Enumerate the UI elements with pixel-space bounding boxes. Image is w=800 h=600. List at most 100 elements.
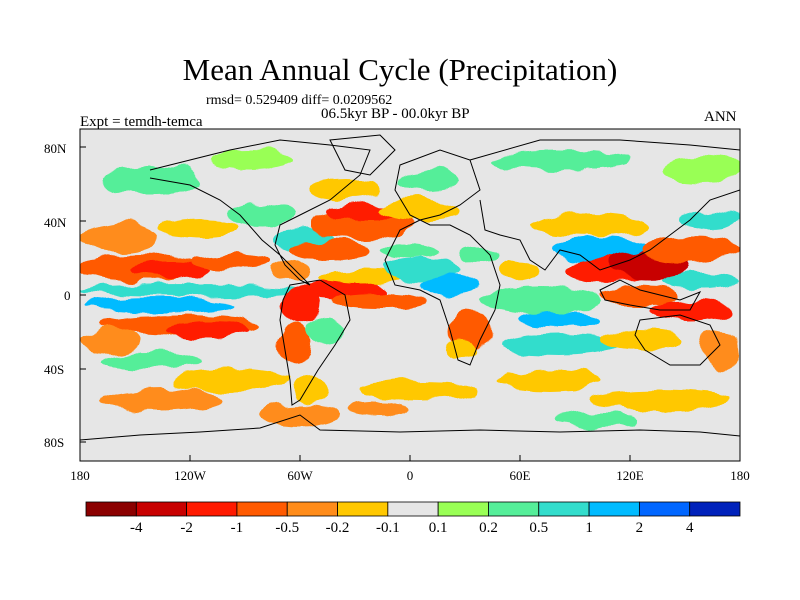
asia-coast bbox=[469, 139, 740, 271]
south-america-coast bbox=[279, 279, 351, 406]
colorbar-swatch bbox=[689, 501, 741, 517]
colorbar-tick-label: 0.2 bbox=[479, 520, 498, 536]
australia-coast bbox=[634, 314, 721, 366]
field-patch bbox=[500, 370, 600, 390]
field-patch bbox=[460, 247, 500, 263]
colorbar-tick-label: 0.1 bbox=[428, 520, 448, 536]
field-patch bbox=[100, 166, 200, 194]
stats-text: rmsd= 0.529409 diff= 0.0209562 bbox=[206, 93, 393, 108]
field-patch bbox=[330, 291, 430, 309]
colorbar-tick-label: 4 bbox=[685, 520, 694, 536]
greenland-coast bbox=[329, 134, 396, 176]
field-patch bbox=[480, 286, 600, 314]
lon-label-180e: 180 bbox=[730, 468, 750, 483]
field-patch bbox=[280, 287, 320, 323]
lon-label-0: 0 bbox=[406, 468, 414, 483]
colorbar-swatch bbox=[286, 501, 338, 517]
colorbar-swatch bbox=[437, 501, 489, 517]
colorbar-swatch bbox=[135, 501, 188, 517]
field-patch bbox=[600, 330, 680, 350]
field-patch bbox=[160, 218, 240, 238]
field-patch bbox=[700, 330, 740, 370]
colorbar-swatch bbox=[538, 501, 590, 517]
field-patch bbox=[170, 368, 290, 392]
field-patch bbox=[590, 390, 730, 410]
field-patch bbox=[500, 260, 540, 280]
field-patch bbox=[230, 203, 290, 227]
field-patch bbox=[80, 328, 140, 352]
field-patch bbox=[420, 275, 480, 295]
field-patch bbox=[660, 272, 740, 288]
colorbar bbox=[85, 501, 741, 517]
field-patch bbox=[307, 316, 343, 344]
field-patch bbox=[380, 198, 460, 222]
colorbar-swatch bbox=[337, 501, 389, 517]
axis-ticks bbox=[79, 146, 741, 461]
field-patch bbox=[360, 380, 480, 400]
maritime-continent-coast bbox=[599, 279, 702, 311]
field-patch bbox=[660, 158, 740, 182]
field-patch bbox=[279, 323, 311, 367]
field-patch bbox=[80, 284, 300, 296]
colorbar-tick-label: -0.2 bbox=[325, 520, 350, 536]
lon-label-120e: 120E bbox=[616, 468, 644, 483]
field-patch bbox=[310, 180, 380, 200]
north-america-coast bbox=[149, 139, 371, 286]
colorbar-swatch bbox=[588, 501, 640, 517]
field-patch bbox=[600, 285, 680, 305]
colorbar-tick-label: -0.1 bbox=[375, 520, 400, 536]
colorbar-swatch bbox=[85, 501, 137, 517]
colorbar-tick-label: -1 bbox=[230, 520, 244, 536]
field-patch bbox=[100, 388, 220, 412]
lat-label-equator: 0 bbox=[64, 288, 71, 303]
period-text: 06.5kyr BP - 00.0kyr BP bbox=[321, 106, 470, 122]
precipitation-field bbox=[80, 150, 740, 428]
field-patch bbox=[520, 312, 600, 328]
field-patch bbox=[490, 150, 630, 170]
experiment-label: Expt = temdh-temca bbox=[80, 114, 203, 130]
field-patch bbox=[80, 224, 160, 252]
field-patch bbox=[350, 402, 410, 418]
field-patch bbox=[320, 272, 400, 284]
colorbar-swatch bbox=[186, 501, 238, 517]
field-patch bbox=[680, 210, 740, 230]
lat-label-40s: 40S bbox=[44, 362, 65, 377]
colorbar-tick-label: -4 bbox=[130, 520, 143, 536]
colorbar-tick-label: -2 bbox=[180, 520, 193, 536]
field-patch bbox=[292, 378, 328, 402]
colorbar-tick-label: 1 bbox=[585, 520, 593, 536]
field-patch bbox=[100, 351, 200, 369]
coastlines bbox=[80, 134, 740, 441]
field-patch bbox=[170, 322, 250, 338]
lon-label-120w: 120W bbox=[174, 468, 206, 483]
lat-label-80s: 80S bbox=[44, 435, 65, 450]
field-patch bbox=[190, 254, 270, 270]
field-patch bbox=[400, 170, 460, 190]
colorbar-swatch bbox=[638, 501, 691, 517]
season-label: ANN bbox=[704, 109, 737, 125]
colorbar-swatch bbox=[488, 501, 540, 517]
antarctica-coast bbox=[80, 414, 740, 441]
field-patch bbox=[445, 340, 475, 360]
lon-label-60e: 60E bbox=[509, 468, 531, 483]
lat-label-80n: 80N bbox=[44, 141, 67, 156]
field-patch bbox=[500, 335, 620, 355]
plot-title: Mean Annual Cycle (Precipitation) bbox=[182, 52, 618, 87]
colorbar-swatch bbox=[387, 501, 439, 517]
field-patch bbox=[530, 213, 650, 237]
field-patch bbox=[130, 261, 210, 279]
colorbar-tick-label: 2 bbox=[635, 520, 644, 536]
lon-label-180w: 180 bbox=[70, 468, 90, 483]
field-patch bbox=[380, 242, 440, 258]
colorbar-tick-label: 0.5 bbox=[529, 520, 549, 536]
field-patch bbox=[290, 240, 370, 260]
field-patch bbox=[210, 150, 290, 170]
colorbar-swatch bbox=[236, 501, 288, 517]
field-patch bbox=[640, 238, 740, 262]
lat-label-40n: 40N bbox=[44, 215, 67, 230]
lon-label-60w: 60W bbox=[287, 468, 313, 483]
field-patch bbox=[85, 297, 235, 313]
field-patch bbox=[560, 412, 640, 428]
colorbar-tick-label: -0.5 bbox=[275, 520, 300, 536]
